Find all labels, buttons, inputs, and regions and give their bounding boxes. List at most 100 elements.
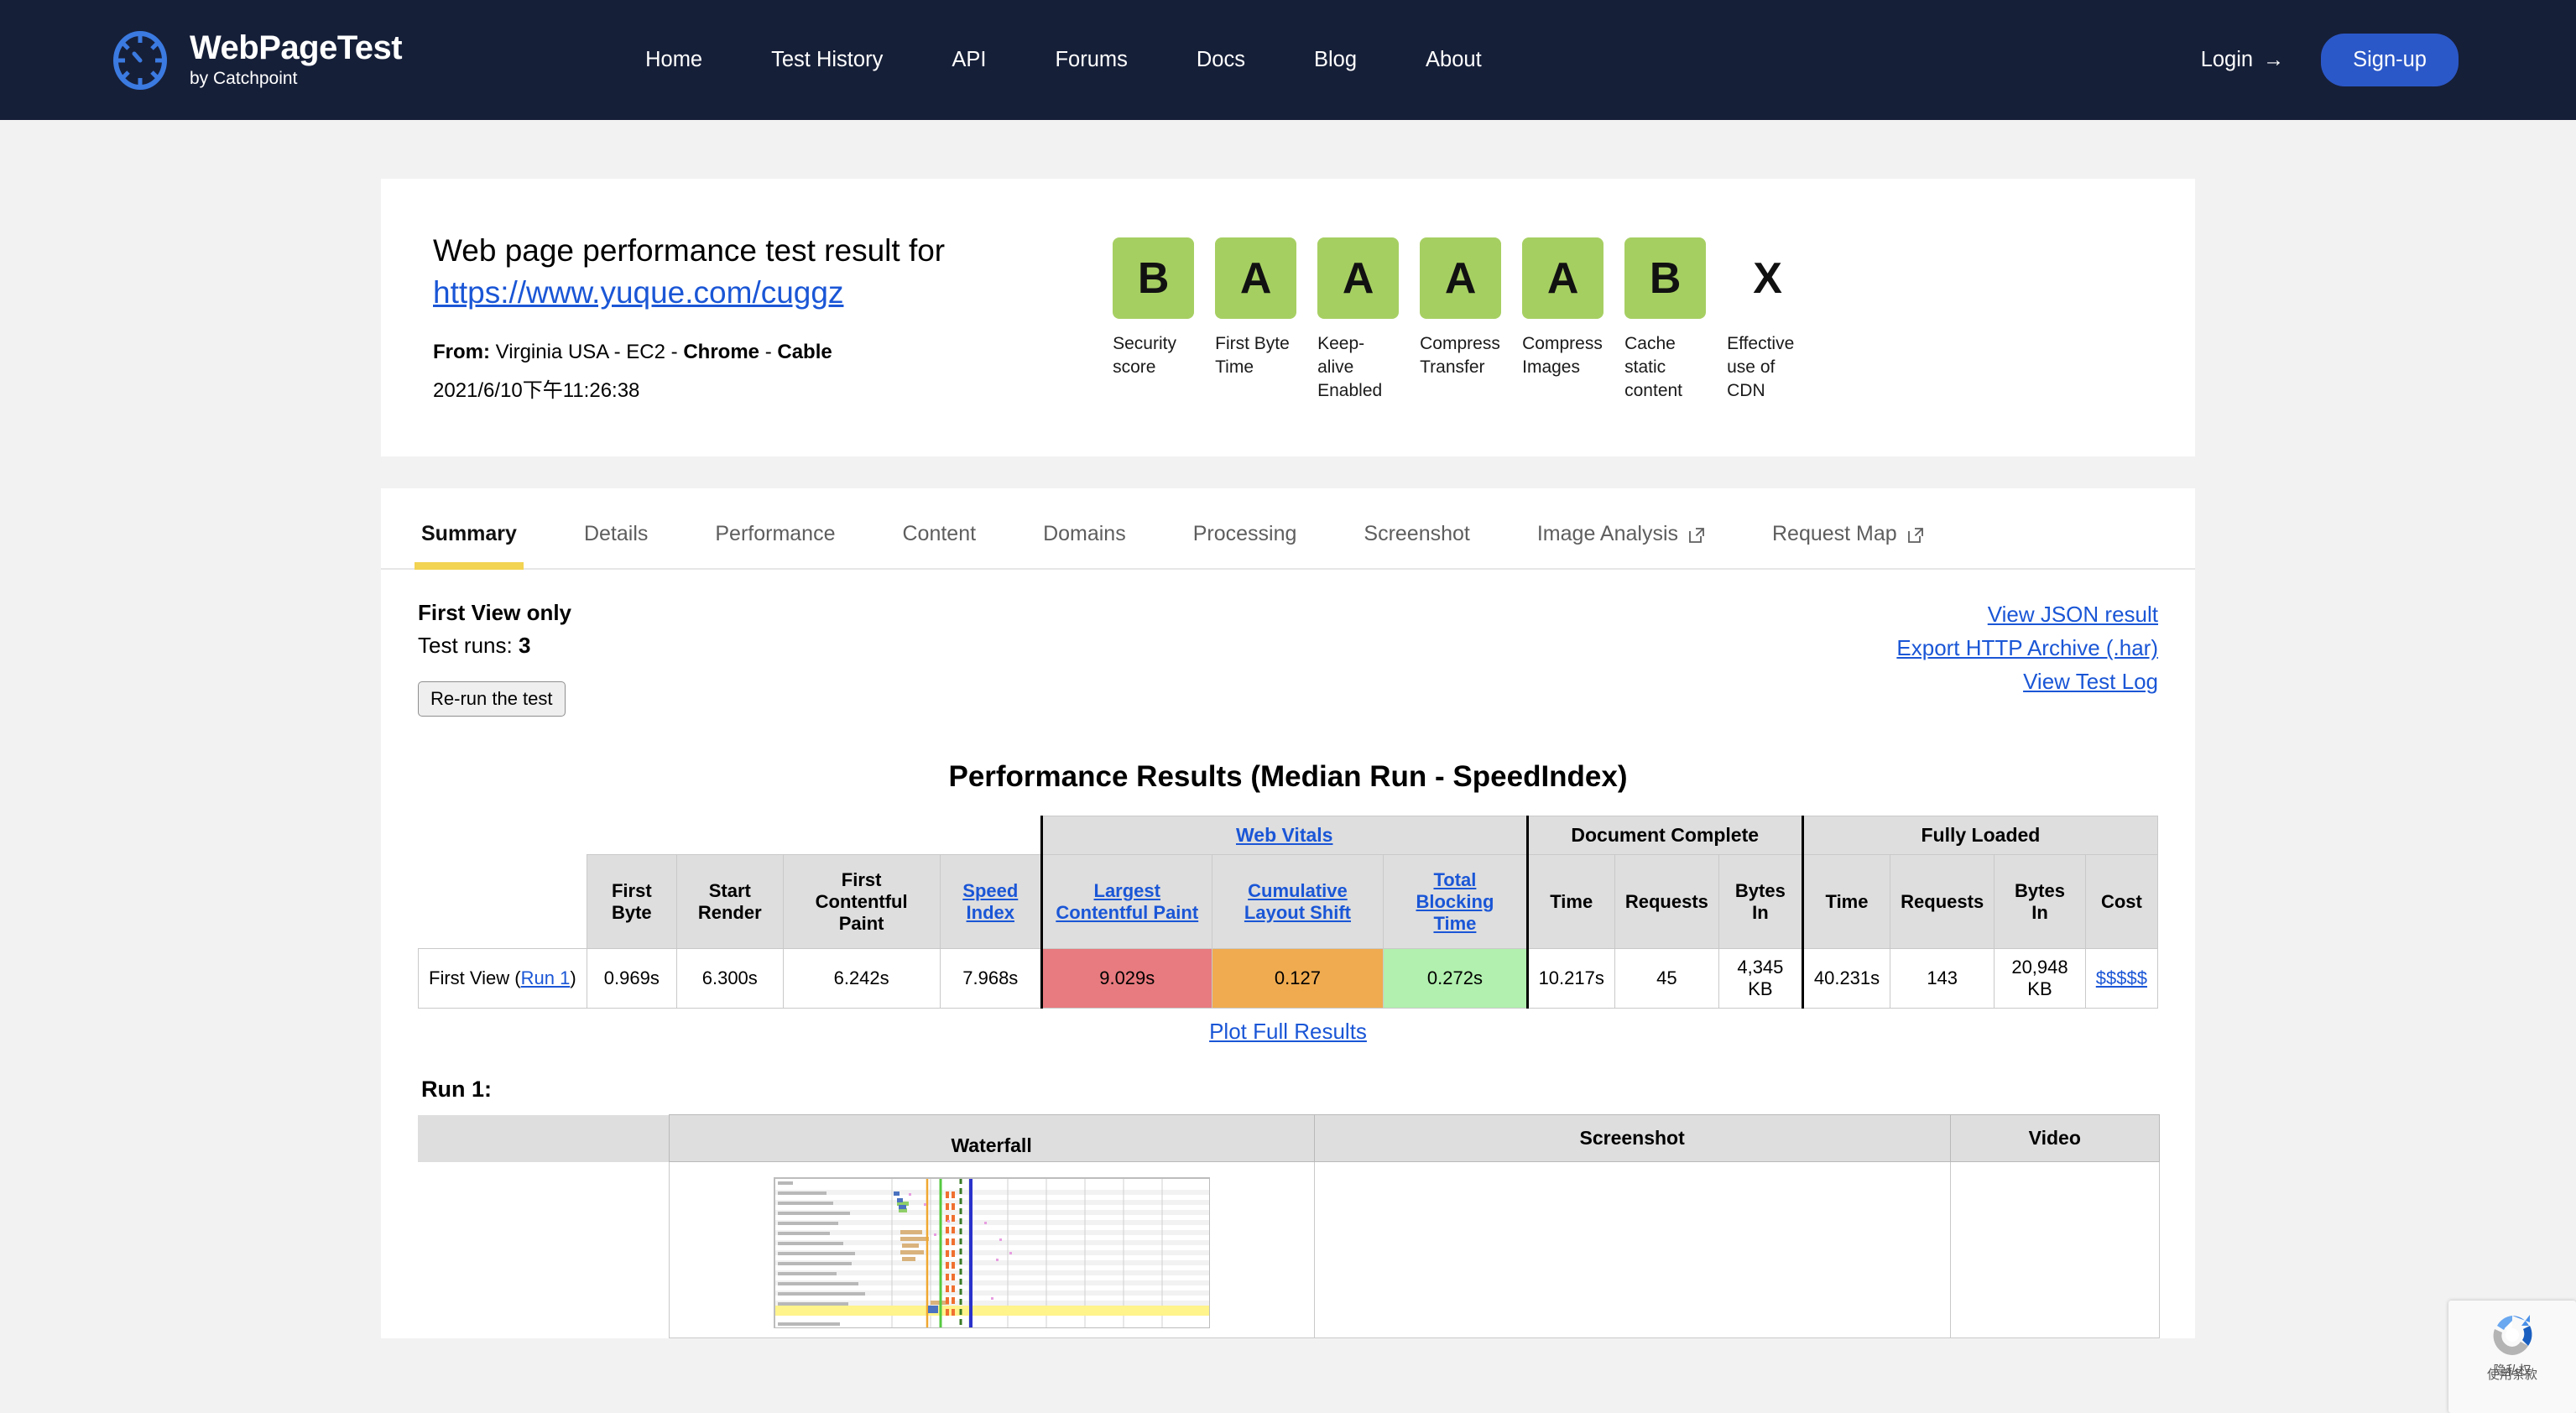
nav-item-docs[interactable]: Docs bbox=[1196, 48, 1245, 71]
plot-full-results-link[interactable]: Plot Full Results bbox=[1209, 1019, 1367, 1045]
tab-content[interactable]: Content bbox=[896, 522, 983, 568]
grade-item-keep-alive-enabled[interactable]: A Keep-alive Enabled bbox=[1317, 237, 1400, 403]
cost-link[interactable]: $$$$$ bbox=[2095, 967, 2147, 989]
col-dc-time: Time bbox=[1526, 854, 1615, 950]
grade-item-compress-images[interactable]: A Compress Images bbox=[1522, 237, 1604, 403]
nav-item-about[interactable]: About bbox=[1426, 48, 1482, 71]
row-label-suffix: ) bbox=[570, 967, 576, 989]
external-link-icon bbox=[1906, 525, 1924, 544]
grade-label: First Byte Time bbox=[1215, 334, 1290, 377]
grade-badge: A bbox=[1215, 237, 1297, 319]
site-header: WebPageTest by Catchpoint Home Test Hist… bbox=[0, 0, 2576, 120]
page-body: Web page performance test result for htt… bbox=[0, 179, 2576, 1339]
from-dash: - bbox=[764, 341, 772, 364]
test-runs: Test runs: 3 bbox=[418, 633, 571, 659]
recaptcha-badge[interactable]: 隐私权 使用条款 bbox=[2448, 1301, 2576, 1413]
grade-item-cache-static-content[interactable]: B Cache static content bbox=[1624, 237, 1707, 403]
cell-largest-contentful-paint: 9.029s bbox=[1040, 948, 1212, 1009]
col-speed-index: Speed Index bbox=[939, 854, 1042, 950]
recaptcha-icon bbox=[2486, 1309, 2538, 1361]
cell-cost: $$$$$ bbox=[2084, 948, 2159, 1009]
run-col-video: Video bbox=[1949, 1114, 2161, 1163]
performance-results-title: Performance Results (Median Run - SpeedI… bbox=[948, 760, 1628, 794]
brand[interactable]: WebPageTest by Catchpoint bbox=[109, 29, 403, 91]
first-view-title: First View only bbox=[418, 600, 572, 626]
tbt-link[interactable]: Total Blocking Time bbox=[1416, 868, 1494, 934]
table-column-header-row: First Byte Start Render First Contentful… bbox=[418, 854, 2159, 950]
lcp-link[interactable]: Largest Contentful Paint bbox=[1056, 879, 1199, 923]
col-dc-requests: Requests bbox=[1614, 854, 1719, 950]
col-largest-contentful-paint: Largest Contentful Paint bbox=[1040, 854, 1212, 950]
recaptcha-privacy-label[interactable]: 隐私权 bbox=[2493, 1363, 2532, 1378]
tab-label: Summary bbox=[421, 522, 517, 546]
cell-dc-time: 10.217s bbox=[1526, 948, 1615, 1009]
group-header-fully-loaded: Fully Loaded bbox=[1802, 816, 2159, 856]
tab-details[interactable]: Details bbox=[577, 522, 654, 568]
tab-label: Domains bbox=[1043, 522, 1126, 546]
nav-item-api[interactable]: API bbox=[952, 48, 987, 71]
header-actions: Login → Sign-up bbox=[2201, 34, 2459, 86]
tab-bar: Summary Details Performance Content Doma… bbox=[381, 488, 2195, 571]
view-test-log-link[interactable]: View Test Log bbox=[2023, 669, 2158, 695]
run-1-link[interactable]: Run 1 bbox=[520, 967, 571, 989]
col-dc-bytes-in: Bytes In bbox=[1718, 854, 1804, 950]
col-cost: Cost bbox=[2084, 854, 2159, 950]
grade-badge: A bbox=[1522, 237, 1604, 319]
cell-first-byte: 0.969s bbox=[586, 948, 677, 1009]
tab-performance[interactable]: Performance bbox=[708, 522, 842, 568]
cell-cumulative-layout-shift: 0.127 bbox=[1211, 948, 1384, 1009]
blank-corner bbox=[418, 816, 587, 855]
plot-full-results-row: Plot Full Results bbox=[418, 1019, 2158, 1045]
tab-summary[interactable]: Summary bbox=[415, 522, 524, 571]
tab-image-analysis[interactable]: Image Analysis bbox=[1530, 522, 1712, 568]
blank-group bbox=[587, 816, 1042, 855]
rerun-test-button[interactable]: Re-run the test bbox=[418, 681, 566, 717]
col-start-render: Start Render bbox=[675, 854, 784, 950]
grade-badge: B bbox=[1624, 237, 1707, 319]
grade-item-effective-use-of-cdn[interactable]: X Effective use of CDN bbox=[1727, 237, 1808, 403]
grade-item-compress-transfer[interactable]: A Compress Transfer bbox=[1420, 237, 1502, 403]
col-fl-time: Time bbox=[1802, 854, 1891, 950]
from-browser: Chrome bbox=[683, 341, 760, 364]
screenshot-cell[interactable] bbox=[1313, 1161, 1951, 1339]
signup-button[interactable]: Sign-up bbox=[2321, 34, 2459, 86]
waterfall-cell[interactable] bbox=[668, 1161, 1315, 1339]
content-container: Web page performance test result for htt… bbox=[381, 179, 2195, 1339]
table-row: First View (Run 1) 0.969s 6.300s 6.242s … bbox=[418, 948, 2159, 1009]
col-fl-bytes-in: Bytes In bbox=[1994, 854, 2086, 950]
nav-item-blog[interactable]: Blog bbox=[1313, 48, 1358, 71]
tab-domains[interactable]: Domains bbox=[1036, 522, 1133, 568]
grade-item-security-score[interactable]: B Security score bbox=[1113, 237, 1195, 403]
cls-link[interactable]: Cumulative Layout Shift bbox=[1244, 879, 1352, 923]
export-har-link[interactable]: Export HTTP Archive (.har) bbox=[1896, 635, 2158, 661]
tab-processing[interactable]: Processing bbox=[1186, 522, 1304, 568]
run-col-screenshot: Screenshot bbox=[1313, 1114, 1951, 1163]
brand-subtitle: by Catchpoint bbox=[190, 69, 298, 89]
speed-index-link[interactable]: Speed Index bbox=[962, 879, 1019, 923]
test-date: 2021/6/10下午11:26:38 bbox=[433, 379, 640, 403]
login-link[interactable]: Login → bbox=[2201, 48, 2284, 72]
col-fl-requests: Requests bbox=[1890, 854, 1995, 950]
view-json-result-link[interactable]: View JSON result bbox=[1987, 602, 2158, 628]
tab-label: Processing bbox=[1192, 522, 1297, 546]
nav-item-forums[interactable]: Forums bbox=[1055, 48, 1128, 71]
group-header-document-complete: Document Complete bbox=[1526, 816, 1804, 856]
grade-item-first-byte-time[interactable]: A First Byte Time bbox=[1215, 237, 1297, 403]
tab-label: Request Map bbox=[1772, 522, 1897, 546]
nav-item-home[interactable]: Home bbox=[645, 48, 703, 71]
grade-label: Effective use of CDN bbox=[1727, 334, 1795, 400]
brand-title: WebPageTest bbox=[190, 29, 403, 67]
test-runs-value: 3 bbox=[518, 633, 531, 659]
waterfall-thumbnail[interactable] bbox=[773, 1177, 1210, 1329]
nav-item-test-history[interactable]: Test History bbox=[771, 48, 884, 71]
tab-request-map[interactable]: Request Map bbox=[1765, 522, 1931, 568]
cell-fl-time: 40.231s bbox=[1802, 948, 1891, 1009]
test-location: From: Virginia USA - EC2 - Chrome - Cabl… bbox=[433, 337, 945, 368]
tested-url-link[interactable]: https://www.yuque.com/cuggz bbox=[433, 275, 844, 310]
grade-badge: B bbox=[1113, 237, 1195, 319]
recaptcha-terms-label[interactable]: 使用条款 bbox=[2486, 1367, 2537, 1382]
web-vitals-link[interactable]: Web Vitals bbox=[1235, 824, 1333, 847]
tab-screenshot[interactable]: Screenshot bbox=[1357, 522, 1476, 568]
video-cell[interactable] bbox=[1949, 1161, 2161, 1339]
run-table-header-row: Waterfall Screenshot Video bbox=[418, 1114, 2161, 1163]
